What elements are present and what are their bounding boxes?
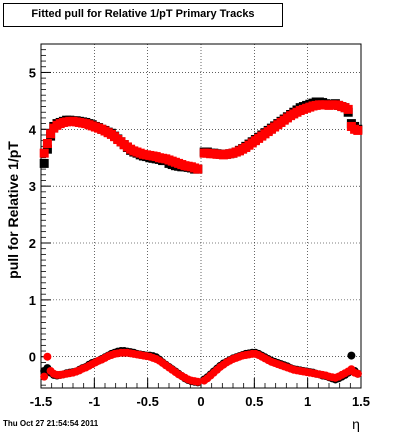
- data-points: [39, 97, 363, 387]
- timestamp-footer: Thu Oct 27 21:54:54 2011: [3, 419, 99, 428]
- data-point-circle: [353, 369, 362, 378]
- data-point-square: [353, 125, 363, 135]
- chart-title-box: Fitted pull for Relative 1/pT Primary Tr…: [3, 3, 283, 27]
- y-tick-label: 2: [29, 236, 36, 251]
- y-tick-label: 1: [29, 293, 36, 308]
- data-point-square: [343, 104, 353, 114]
- data-point-circle: [40, 372, 49, 381]
- data-point-square: [39, 148, 49, 158]
- y-tick-label: 3: [29, 179, 36, 194]
- x-tick-label: 1: [304, 394, 311, 409]
- chart-title: Fitted pull for Relative 1/pT Primary Tr…: [31, 8, 255, 20]
- y-tick-label: 5: [29, 65, 36, 80]
- y-tick-labels: 0 1 2 3 4 5: [29, 65, 37, 364]
- y-tick-label: 4: [29, 122, 37, 137]
- x-tick-label: -1.5: [30, 394, 52, 409]
- data-point-circle: [43, 352, 52, 361]
- y-axis-label: pull for Relative 1/pT: [5, 141, 21, 279]
- data-point-square: [39, 158, 49, 168]
- grid-lines: [41, 44, 361, 388]
- x-tick-label: 0.5: [245, 394, 263, 409]
- data-point-square: [193, 164, 203, 174]
- data-point-square: [42, 139, 52, 149]
- x-axis-label: η: [352, 416, 360, 432]
- data-point-circle: [193, 377, 202, 386]
- y-tick-label: 0: [29, 350, 36, 365]
- x-tick-label: -1: [89, 394, 101, 409]
- data-point-circle: [347, 351, 356, 360]
- x-tick-label: 1.5: [352, 394, 370, 409]
- x-tick-label: -0.5: [136, 394, 158, 409]
- x-tick-labels: -1.5 -1 -0.5 0 0.5 1 1.5: [30, 394, 370, 409]
- data-point-square: [46, 129, 56, 139]
- series-3: [40, 348, 362, 386]
- x-tick-label: 0: [197, 394, 204, 409]
- series-1: [39, 100, 363, 174]
